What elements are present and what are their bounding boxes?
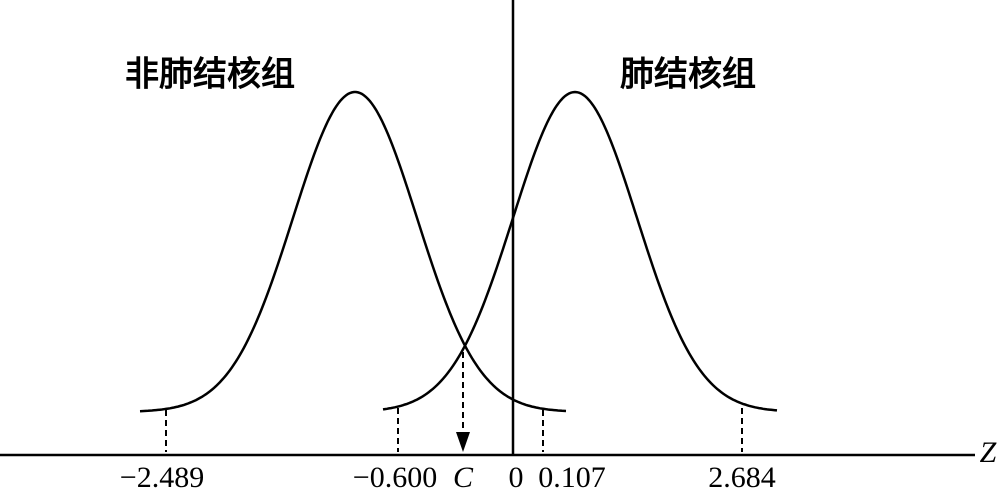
axis-label: Z [980,436,997,469]
right-curve [382,90,778,412]
group-label: 非肺结核组 [125,55,295,95]
tick-label: C [453,461,474,492]
left-curve [139,90,567,413]
tick-label: 2.684 [708,461,776,492]
tick-label: 0.107 [538,461,606,492]
tick-label: −0.600 [353,461,437,492]
tick-label: 0 [509,461,524,492]
arrow-head [456,432,470,452]
group-label: 肺结核组 [620,55,756,95]
tick-label: −2.489 [120,461,204,492]
